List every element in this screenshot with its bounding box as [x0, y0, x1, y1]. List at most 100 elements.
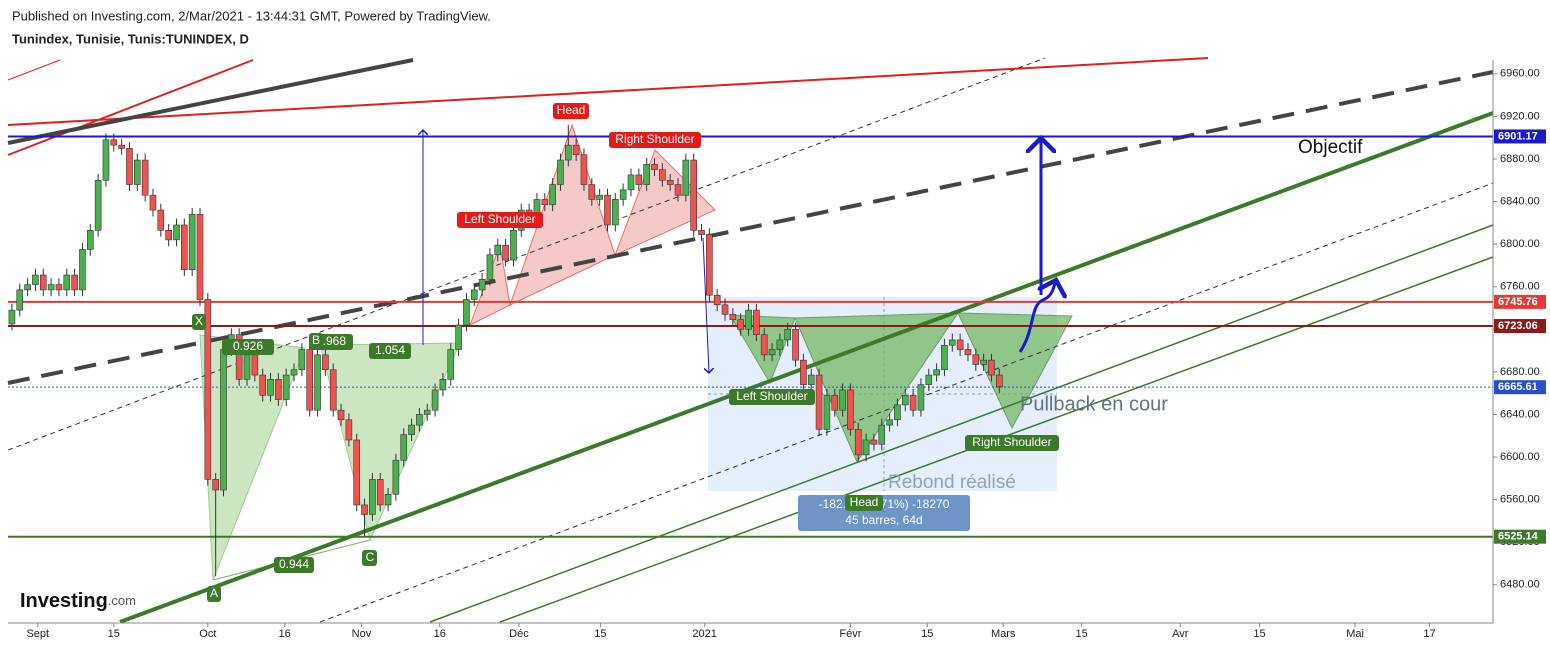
- candle-body: [408, 424, 415, 435]
- axes: 6480.006520.006560.006600.006640.006680.…: [0, 60, 1550, 648]
- candle-body: [941, 344, 948, 371]
- channel-line: [429, 224, 1494, 623]
- candle-body: [760, 334, 768, 356]
- candle-body: [502, 244, 509, 261]
- annotation: Left Shoulder: [464, 212, 535, 226]
- candle-body: [996, 374, 1003, 388]
- candle-body: [157, 209, 165, 231]
- candle-body: [361, 504, 368, 515]
- label-box: [845, 495, 883, 511]
- label-box: [362, 550, 377, 566]
- candle-body: [572, 144, 580, 156]
- price-label-box: [1494, 319, 1546, 334]
- candle-body: [275, 379, 282, 400]
- annotation: X: [195, 314, 203, 328]
- candle-body: [71, 274, 78, 291]
- candle-body: [86, 230, 94, 250]
- annotation: Right Shoulder: [972, 435, 1051, 449]
- candle-body: [290, 369, 298, 376]
- candle-body: [784, 328, 792, 341]
- annotation: Pullback en cour: [1020, 393, 1168, 415]
- label-box: [222, 339, 274, 355]
- candle-body: [345, 419, 353, 441]
- candle-body: [55, 284, 63, 291]
- annotation: Right Shoulder: [615, 132, 694, 146]
- candle-body: [580, 154, 588, 185]
- y-tick-label: 6880.00: [1500, 153, 1540, 165]
- y-tick-label: 6960.00: [1500, 68, 1540, 80]
- candle-body: [643, 164, 650, 185]
- price-axis-bg: [1493, 60, 1550, 648]
- annotation: Objectif: [1298, 137, 1363, 158]
- candle-body: [956, 339, 964, 350]
- candle-body: [807, 374, 815, 385]
- candle-body: [282, 374, 290, 400]
- candle-body: [854, 429, 862, 456]
- x-tick-label: 16: [434, 628, 446, 640]
- candle-body: [212, 479, 219, 491]
- ihs-triangle: [957, 312, 1073, 430]
- label-box: [309, 333, 323, 349]
- y-tick-label: 6640.00: [1500, 408, 1540, 420]
- label-box: [609, 132, 701, 148]
- x-tick-label: Nov: [352, 628, 372, 640]
- candle-body: [384, 493, 392, 506]
- trend-line: [7, 59, 61, 81]
- candle-body: [173, 224, 180, 241]
- candle-body: [196, 214, 204, 300]
- annotations: Head Right Shoulder Left Shoulder Left S…: [20, 103, 1363, 612]
- y-tick-label: 6840.00: [1500, 195, 1540, 207]
- candle-body: [463, 299, 470, 326]
- price-label: 6525.14: [1498, 531, 1539, 543]
- candle-body: [16, 289, 24, 311]
- candle-body: [878, 424, 886, 445]
- price-label: 6665.61: [1498, 381, 1538, 393]
- candle-body: [486, 254, 494, 280]
- candle-body: [651, 164, 658, 170]
- candle-body: [400, 434, 408, 461]
- annotation: C: [366, 550, 375, 564]
- x-tick-label: 15: [1075, 628, 1087, 640]
- candle-body: [455, 324, 462, 350]
- candle-body: [674, 184, 682, 196]
- candle-body: [901, 394, 909, 406]
- candle-body: [862, 439, 870, 456]
- x-tick-label: 15: [594, 628, 606, 640]
- candle-body: [32, 274, 39, 285]
- label-box: [274, 557, 314, 573]
- symbol-title: Tunindex, Tunisie, Tunis:TUNINDEX, D: [12, 31, 249, 46]
- candle-body: [565, 144, 572, 161]
- candle-body: [964, 349, 972, 356]
- candle-body: [721, 304, 729, 315]
- candle-body: [24, 284, 31, 291]
- candle-body: [298, 349, 306, 371]
- candle-body: [659, 169, 666, 181]
- candle-body: [690, 159, 697, 231]
- candle-body: [831, 394, 839, 411]
- x-tick-label: 16: [279, 628, 291, 640]
- candle-body: [698, 230, 705, 235]
- y-tick-label: 6600.00: [1500, 451, 1540, 463]
- measure-text: 45 barres, 64d: [845, 513, 922, 527]
- x-tick-label: 15: [108, 628, 120, 640]
- trend-line: [319, 182, 1494, 623]
- x-tick-label: 2021: [692, 628, 716, 640]
- candle-body: [322, 354, 329, 371]
- candle-body: [376, 479, 384, 506]
- candle-body: [470, 289, 478, 300]
- candle-body: [988, 359, 995, 376]
- candle-body: [353, 439, 361, 506]
- candle-body: [972, 354, 980, 365]
- annotation: Head: [850, 495, 879, 509]
- candle-body: [165, 230, 172, 241]
- y-tick-label: 6920.00: [1500, 110, 1540, 122]
- candle-body: [94, 179, 102, 231]
- candle-body: [768, 349, 776, 356]
- annotation: 1.054: [375, 343, 405, 357]
- x-tick-label: Avr: [1172, 628, 1189, 640]
- y-tick-label: 6680.00: [1500, 366, 1540, 378]
- candle-body: [612, 199, 619, 226]
- candle-body: [753, 309, 760, 335]
- label-box: [729, 389, 815, 405]
- annotation: 0.926: [233, 339, 263, 353]
